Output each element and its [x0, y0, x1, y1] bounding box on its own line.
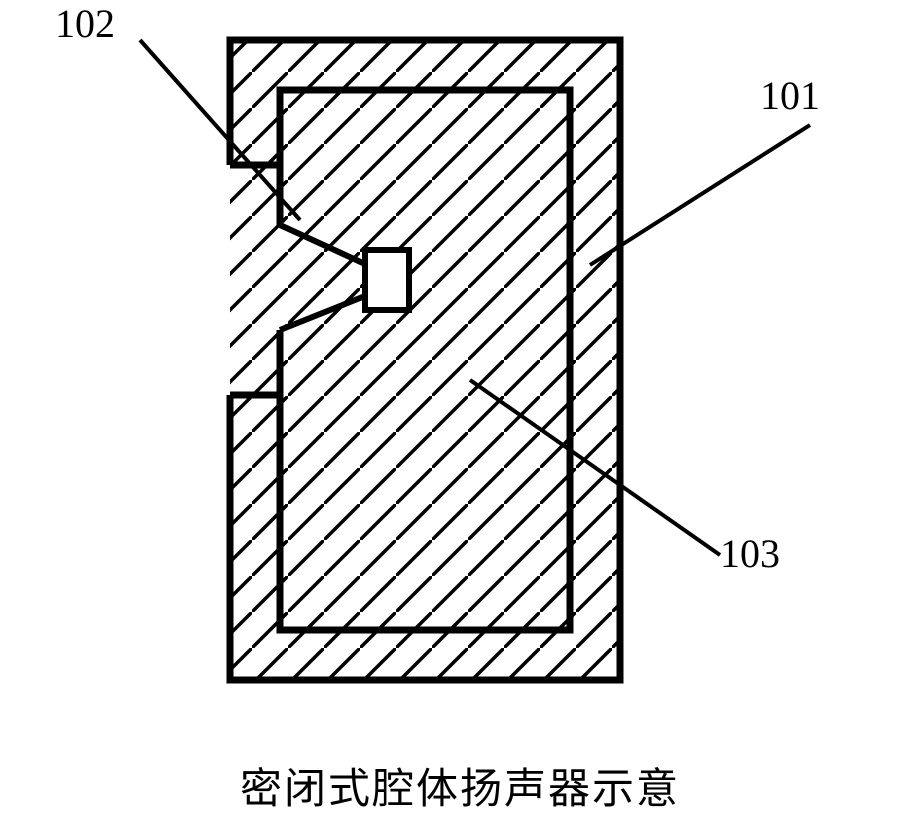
label-101: 101 — [760, 72, 820, 119]
enclosure-wall-hatch — [200, 20, 660, 720]
diagram-svg — [0, 0, 904, 835]
label-103: 103 — [720, 530, 780, 577]
label-102: 102 — [55, 0, 115, 47]
diagram-canvas: 102 101 103 密闭式腔体扬声器示意 — [0, 0, 904, 835]
diagram-caption: 密闭式腔体扬声器示意 — [200, 755, 720, 816]
speaker-magnet — [365, 250, 409, 310]
